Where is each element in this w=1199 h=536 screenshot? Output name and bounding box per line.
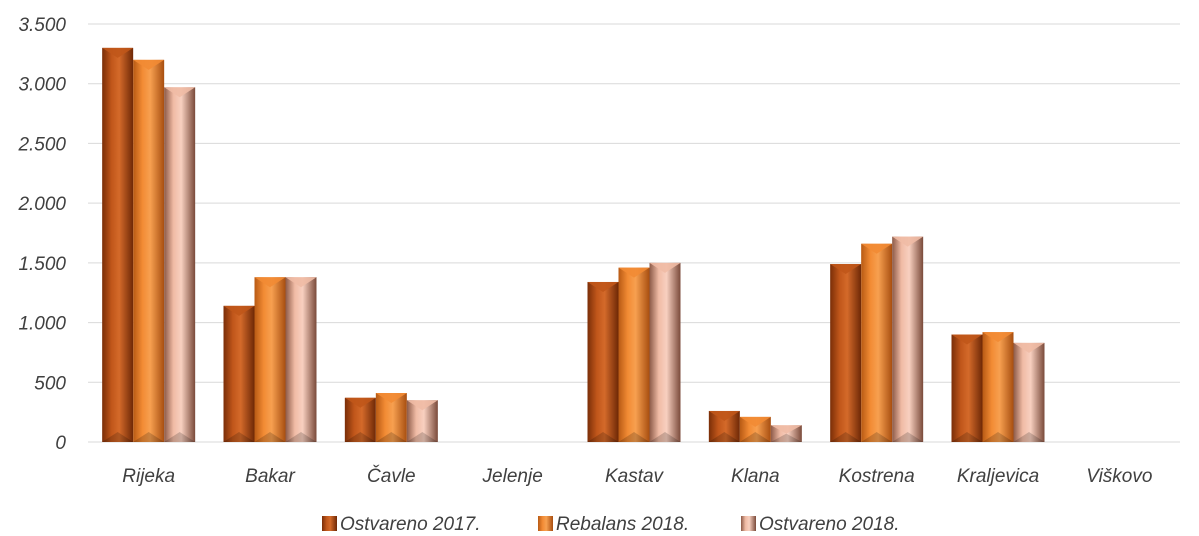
x-tick-label: Čavle [367,465,416,487]
legend-swatch [538,516,553,531]
bar [618,267,650,442]
legend-item: Ostvareno 2018. [741,514,899,535]
x-axis-ticks: Rijeka Bakar Čavle Jelenje Kastav Klana Kostre… [122,465,1152,487]
bars [102,47,1045,443]
bar [1013,342,1045,442]
legend-item: Rebalans 2018. [538,514,689,535]
x-tick-label: Jelenje [482,466,543,487]
y-tick-label: 3.500 [18,15,66,36]
bar [285,277,317,442]
x-tick-label: Bakar [245,466,295,487]
x-tick-label: Kastav [605,466,665,487]
bar [830,264,862,442]
x-tick-label: Rijeka [122,466,175,487]
y-tick-label: 3.000 [18,75,66,96]
y-tick-label: 500 [34,373,66,394]
x-tick-label: Viškovo [1086,466,1152,487]
y-tick-label: 2.000 [17,194,66,215]
x-tick-label: Klana [731,466,780,487]
legend-item: Ostvareno 2017. [322,514,480,535]
bar [892,236,924,442]
legend-label: Rebalans 2018. [556,514,689,535]
legend-label: Ostvareno 2018. [759,514,899,535]
y-tick-label: 1.000 [18,314,66,335]
bar [223,305,255,442]
bar [164,87,196,442]
x-tick-label: Kostrena [839,466,915,487]
bar [375,393,407,442]
bar [770,425,802,442]
bar [254,277,286,442]
y-tick-label: 2.500 [17,134,66,155]
bar [951,334,983,442]
bar [739,416,771,442]
x-tick-label: Kraljevica [957,466,1039,487]
bar [406,400,438,442]
bar [649,262,681,442]
y-tick-label: 0 [55,433,66,454]
bar [344,397,376,442]
y-tick-label: 1.500 [18,254,66,275]
legend-swatch [741,516,756,531]
bar [708,410,740,442]
bar [133,59,165,442]
legend-swatch [322,516,337,531]
bar [861,243,893,442]
bar [587,281,619,442]
bar [102,47,134,443]
legend: Ostvareno 2017. Rebalans 2018. Ostvareno 2… [322,514,899,535]
bar [982,332,1014,442]
legend-label: Ostvareno 2017. [340,514,480,535]
y-axis-ticks: 0 500 1.000 1.500 2.000 2.500 3.000 3.500 [17,15,66,454]
